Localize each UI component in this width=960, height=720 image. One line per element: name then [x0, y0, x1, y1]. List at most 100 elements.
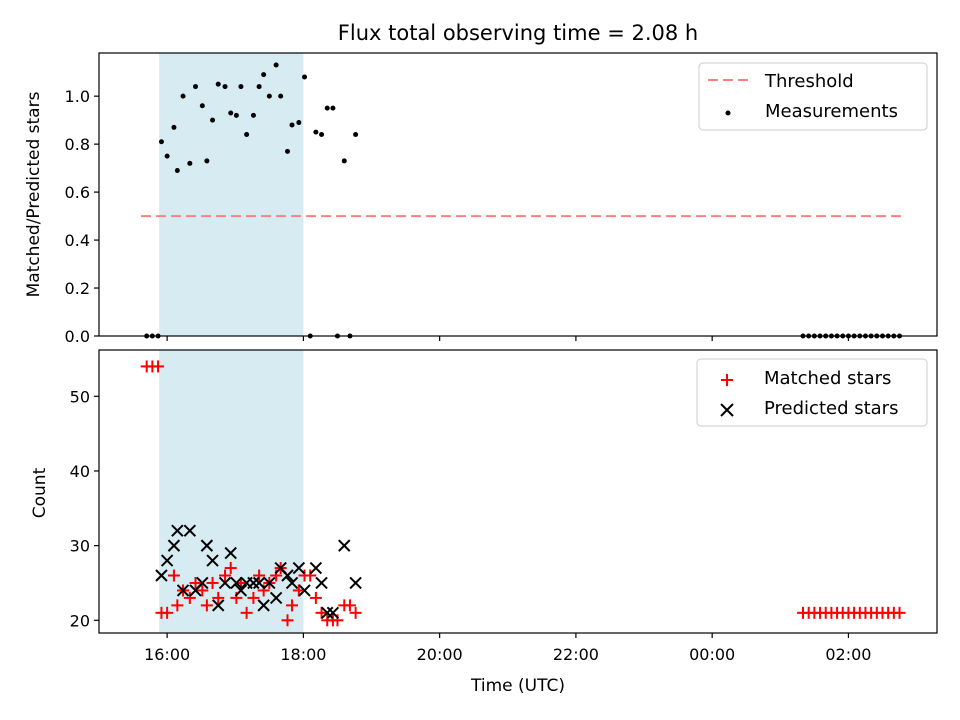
predicted-star-point — [183, 524, 197, 537]
count-x-tick-label: 20:00 — [417, 645, 463, 664]
ratio-y-tick-label: 0.6 — [65, 183, 90, 202]
matched-star-point — [161, 606, 174, 619]
measurement-point — [193, 84, 199, 90]
predicted-star-point — [285, 576, 299, 590]
predicted-star-point — [224, 546, 237, 560]
ratio-legend: Threshold Measurements — [698, 62, 928, 131]
predicted-star-point — [155, 569, 168, 582]
measurement-point — [261, 72, 267, 78]
matched-star-point — [196, 584, 209, 597]
count-points — [140, 360, 906, 627]
measurement-point — [256, 84, 262, 90]
ratio-y-tick-label: 0.0 — [65, 327, 90, 346]
count-x-ticks: 16:00 18:00 20:00 22:00 00:00 02:00 — [144, 633, 871, 664]
count-x-tick-label: 02:00 — [825, 645, 871, 664]
matched-star-point — [212, 591, 225, 604]
predicted-star-point — [298, 584, 311, 597]
measurement-point — [199, 103, 205, 109]
ratio-shaded-span — [159, 53, 304, 336]
predicted-star-point — [321, 606, 334, 620]
predicted-star-point — [171, 524, 184, 537]
predicted-star-point — [326, 606, 340, 620]
count-y-ticks: 20 30 40 50 — [70, 387, 99, 630]
measurement-point — [187, 160, 193, 166]
predicted-star-point — [257, 599, 270, 612]
predicted-star-point — [269, 591, 283, 605]
predicted-star-point — [247, 576, 260, 590]
count-plot-frame — [98, 349, 938, 634]
measurement-point — [215, 81, 221, 87]
matched-star-point — [167, 569, 180, 582]
measurement-point — [324, 105, 330, 111]
measurement-point — [244, 132, 250, 138]
legend-matched-label: Matched stars — [764, 368, 891, 389]
matched-star-point — [240, 606, 253, 619]
predicted-star-point — [206, 554, 219, 567]
predicted-star-point — [338, 539, 351, 552]
measurement-point — [228, 110, 234, 116]
predicted-star-point — [281, 569, 294, 582]
ratio-y-tick-label: 0.2 — [65, 279, 90, 298]
measurement-point — [296, 120, 302, 126]
predicted-star-point — [167, 539, 181, 552]
predicted-star-point — [200, 539, 214, 552]
legend-threshold-label: Threshold — [764, 71, 854, 92]
matched-star-point — [247, 591, 260, 604]
count-legend: Matched stars Predicted stars — [696, 358, 928, 427]
measurement-point — [222, 84, 228, 90]
count-legend-box — [696, 358, 928, 427]
legend-measurements-label: Measurements — [765, 101, 898, 122]
ratio-legend-box — [698, 62, 928, 131]
count-x-tick-label: 22:00 — [553, 645, 599, 664]
predicted-star-point — [252, 576, 266, 590]
count-y-axis-label: Count — [30, 467, 50, 518]
legend-measurements-swatch — [725, 110, 731, 116]
predicted-star-point — [349, 576, 362, 590]
matched-star-point — [286, 599, 299, 612]
matched-star-point — [171, 599, 184, 612]
measurement-point — [353, 132, 359, 138]
legend-predicted-swatch — [720, 403, 734, 417]
ratio-y-tick-label: 0.4 — [65, 231, 90, 250]
legend-predicted-label: Predicted stars — [764, 398, 898, 419]
count-x-tick-label: 16:00 — [144, 645, 190, 664]
measurement-point — [302, 74, 308, 80]
matched-star-point — [183, 591, 196, 604]
predicted-star-point — [315, 576, 328, 590]
matched-star-point — [343, 599, 356, 612]
matched-star-point — [224, 562, 237, 575]
matched-star-point — [349, 606, 362, 619]
measurement-point — [278, 93, 284, 99]
count-y-tick-label: 40 — [70, 462, 90, 481]
matched-star-point — [893, 606, 906, 619]
matched-star-point — [219, 569, 232, 582]
measurement-point — [289, 122, 295, 128]
measurement-point — [319, 132, 325, 138]
ratio-y-ticks: 0.0 0.2 0.4 0.6 0.8 1.0 — [65, 87, 99, 346]
count-y-tick-label: 30 — [70, 537, 90, 556]
matched-star-point — [200, 599, 213, 612]
measurement-point — [204, 158, 210, 164]
count-y-tick-label: 50 — [70, 387, 90, 406]
matched-star-point — [304, 569, 317, 582]
measurement-point — [313, 129, 319, 135]
figure-title: Flux total observing time = 2.08 h — [338, 21, 698, 45]
measurement-point — [341, 158, 347, 164]
legend-matched-swatch — [721, 374, 733, 386]
ratio-y-tick-label: 1.0 — [65, 87, 90, 106]
measurement-point — [330, 105, 336, 111]
measurement-point — [233, 112, 239, 118]
matched-star-point — [189, 576, 202, 589]
matched-star-point — [253, 569, 266, 582]
matched-star-point — [315, 606, 328, 619]
matched-star-point — [152, 360, 165, 373]
predicted-star-point — [309, 561, 323, 575]
measurement-point — [238, 84, 244, 90]
predicted-star-point — [230, 576, 243, 590]
measurement-point — [266, 93, 272, 99]
count-x-tick-label: 00:00 — [689, 645, 735, 664]
measurement-point — [210, 117, 216, 123]
ratio-y-tick-label: 0.8 — [65, 135, 90, 154]
predicted-star-point — [176, 584, 190, 597]
